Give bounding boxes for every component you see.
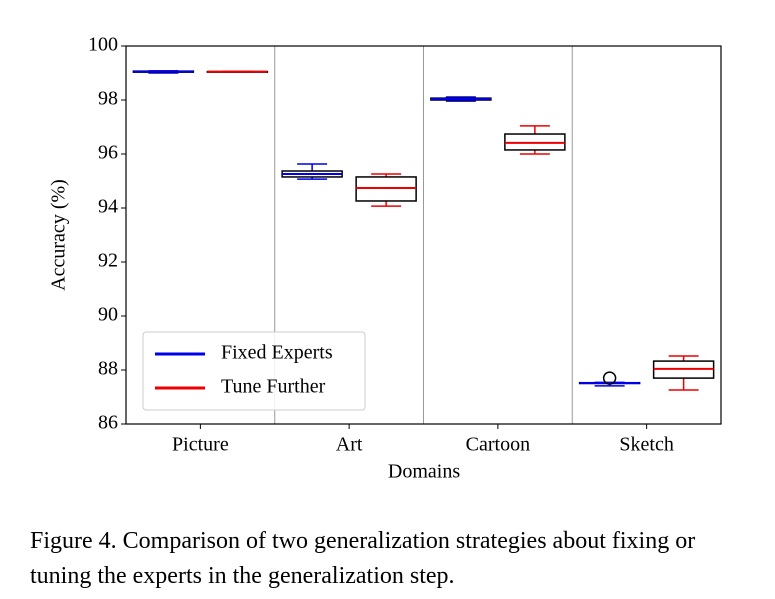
y-tick-label: 100 — [88, 34, 118, 56]
y-tick-label: 94 — [98, 196, 118, 218]
caption: Figure 4. Comparison of two generalizati… — [30, 528, 696, 589]
legend-box — [142, 331, 366, 411]
y-tick-label: 88 — [98, 358, 118, 380]
plot-frame — [125, 45, 722, 425]
flier — [602, 371, 617, 385]
legend-label: Tune Further — [221, 376, 326, 398]
y-tick-label: 96 — [98, 142, 118, 164]
x-tick-label: Cartoon — [466, 434, 530, 456]
x-axis-label: Domains — [388, 461, 460, 483]
x-tick-label: Picture — [172, 434, 229, 456]
y-tick-label: 90 — [98, 304, 118, 326]
y-tick-label: 86 — [98, 412, 118, 434]
y-axis-label: Accuracy (%) — [48, 179, 70, 291]
x-tick-label: Art — [336, 434, 363, 456]
x-tick-label: Sketch — [619, 434, 673, 456]
chart: Accuracy (%) Domains 86 88 90 92 94 96 98 100 Pi… — [48, 34, 722, 483]
y-tick-label: 98 — [98, 88, 118, 110]
y-tick-label: 92 — [98, 250, 118, 272]
legend-label: Fixed Experts — [221, 342, 333, 364]
